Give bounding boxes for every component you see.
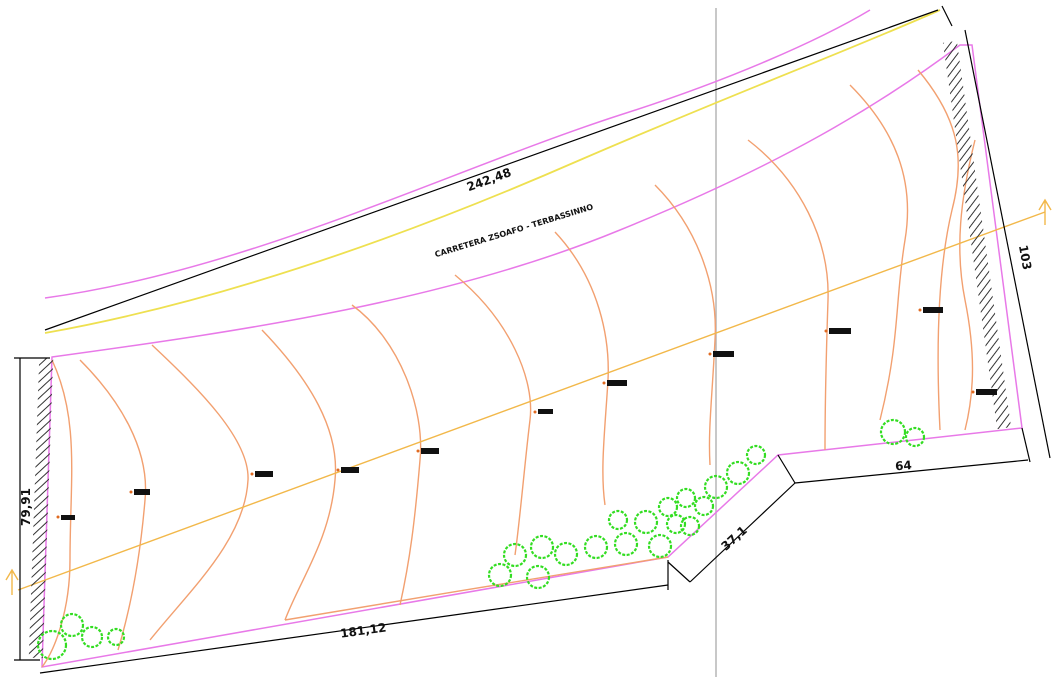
- stake-marker: [416, 448, 439, 454]
- dimension-left: 79,91: [19, 488, 33, 526]
- tree-symbol: [633, 509, 659, 535]
- stake-marker: [602, 380, 627, 386]
- tree-symbol: [36, 629, 68, 661]
- dimension-diagonal: 37,1: [718, 523, 749, 553]
- stake-marker: [708, 351, 734, 357]
- trees: [36, 418, 926, 661]
- tree-symbol: [502, 542, 528, 568]
- tree-symbol: [703, 474, 729, 500]
- tree-symbol: [553, 541, 579, 567]
- stake-marker: [336, 467, 359, 473]
- stake-marker: [971, 389, 997, 395]
- tree-symbol: [904, 426, 926, 448]
- tree-symbol: [665, 513, 687, 535]
- stake-marker: [129, 489, 150, 495]
- tree-symbol: [583, 534, 609, 560]
- tree-symbol: [607, 509, 629, 531]
- dimension-lines: [14, 5, 1051, 674]
- stake-marker: [824, 328, 851, 334]
- stake-marker: [533, 409, 553, 414]
- tree-symbol: [59, 612, 85, 638]
- tree-symbol: [693, 495, 715, 517]
- dimension-bottom: 181,12: [339, 620, 387, 640]
- section-arrow-right: [1038, 198, 1052, 225]
- stake-marker: [56, 515, 75, 520]
- road-centerline: [44, 9, 941, 334]
- tree-symbol: [106, 627, 126, 647]
- tree-symbol: [679, 515, 701, 537]
- stake-markers: [56, 307, 997, 520]
- section-axis-line: [17, 211, 1046, 591]
- dimension-top: 242,48: [465, 165, 513, 194]
- tree-symbol: [487, 562, 513, 588]
- road-edge-outer: [44, 9, 871, 299]
- tree-symbol: [879, 418, 907, 446]
- tree-symbol: [613, 531, 639, 557]
- tree-symbol: [657, 496, 679, 518]
- tree-symbol: [675, 487, 697, 509]
- tree-symbol: [745, 444, 767, 466]
- stake-marker: [918, 307, 943, 313]
- contour-lines: [41, 69, 976, 668]
- dimension-right: 103: [1016, 244, 1034, 271]
- tree-symbol: [525, 564, 551, 590]
- tree-symbol: [647, 533, 673, 559]
- retaining-wall-left: [28, 357, 54, 659]
- tree-symbol: [725, 460, 751, 486]
- parcel-boundary: [41, 44, 1023, 668]
- stake-marker: [250, 471, 273, 477]
- tree-symbol: [80, 625, 104, 649]
- tree-symbol: [529, 534, 555, 560]
- retaining-wall-right: [942, 40, 1012, 430]
- section-arrow-left: [5, 568, 19, 595]
- dimension-bottom-right: 64: [894, 458, 912, 473]
- bottom-contour: [284, 556, 669, 621]
